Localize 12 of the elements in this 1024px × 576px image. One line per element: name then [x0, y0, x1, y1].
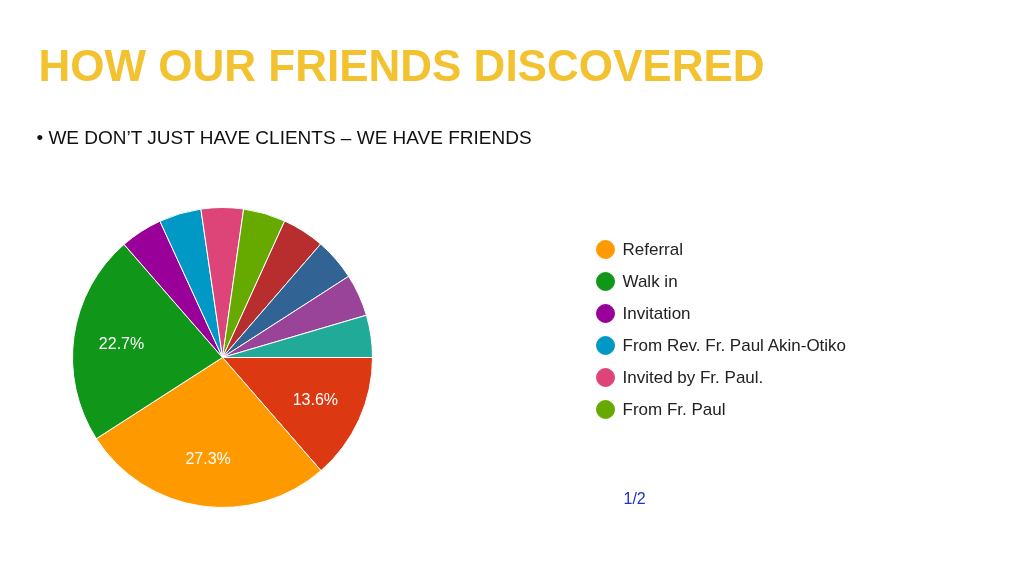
legend-label: Invited by Fr. Paul.	[622, 368, 764, 387]
data-label: 27.3%	[185, 449, 231, 467]
legend-label: Walk in	[622, 272, 678, 291]
data-label: 13.6%	[292, 391, 339, 409]
legend-label: From Fr. Paul	[622, 400, 726, 419]
legend-label: From Rev. Fr. Paul Akin-Otiko	[622, 336, 847, 355]
chart-subtitle: • WE DON’T JUST HAVE CLIENTS – WE HAVE FRIENDS	[36, 127, 532, 148]
legend-label: Invitation	[622, 304, 691, 323]
chart-title: HOW OUR FRIENDS DISCOVERED	[38, 41, 765, 90]
text: 1/2	[623, 490, 646, 507]
data-label: 22.7%	[98, 334, 145, 352]
legend-label: Referral	[622, 240, 683, 259]
